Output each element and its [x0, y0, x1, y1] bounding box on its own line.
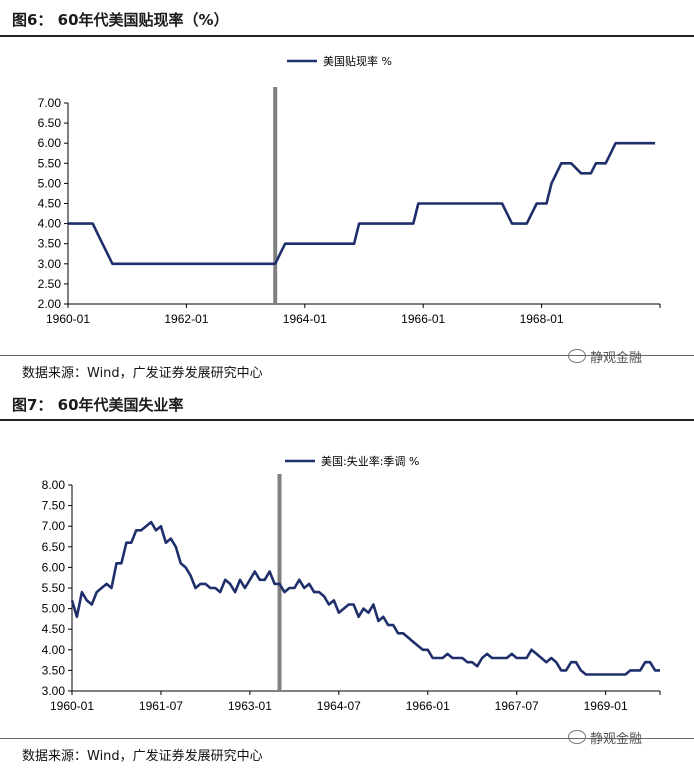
- series-line: [68, 141, 656, 266]
- y-tick-label: 3.00: [42, 684, 66, 698]
- x-tick-label: 1968-01: [520, 312, 564, 326]
- figure-7-source-rule: [0, 738, 694, 739]
- wechat-icon: [568, 349, 586, 363]
- y-tick-label: 4.50: [42, 622, 66, 636]
- figure-6-title: 图6： 60年代美国贴现率（%）: [12, 11, 229, 29]
- series-line: [70, 520, 660, 676]
- wechat-icon: [568, 730, 586, 744]
- y-tick-label: 3.00: [38, 257, 62, 271]
- y-tick-label: 5.00: [38, 176, 62, 190]
- x-tick-label: 1962-01: [164, 312, 208, 326]
- legend-label: 美国贴现率 %: [323, 54, 392, 68]
- y-tick-label: 3.50: [38, 237, 62, 251]
- y-tick-label: 6.50: [38, 116, 62, 130]
- y-tick-label: 4.50: [38, 197, 62, 211]
- x-tick-label: 1966-01: [401, 312, 445, 326]
- figure-6-watermark-text: 静观金融: [590, 351, 643, 366]
- x-tick-label: 1967-07: [495, 699, 539, 713]
- legend-label: 美国:失业率:季调 %: [321, 454, 419, 468]
- y-tick-label: 7.00: [38, 96, 62, 110]
- y-tick-label: 6.00: [38, 136, 62, 150]
- x-tick-label: 1961-07: [139, 699, 183, 713]
- x-tick-label: 1964-01: [283, 312, 327, 326]
- chart-unemployment-rate: 3.00 3.50 4.00 4.50 5.00 5.50 6.00 6.50 7.00 7.50…: [42, 454, 661, 713]
- figure-7-watermark-text: 静观金融: [590, 732, 643, 747]
- x-tick-label: 1963-01: [228, 699, 272, 713]
- y-tick-label: 8.00: [42, 478, 66, 492]
- y-tick-label: 5.00: [42, 602, 66, 616]
- x-tick-label: 1960-01: [50, 699, 94, 713]
- y-tick-label: 3.50: [42, 663, 66, 677]
- y-tick-label: 4.00: [38, 217, 62, 231]
- y-tick-label: 7.00: [42, 519, 66, 533]
- y-tick-label: 5.50: [42, 581, 66, 595]
- figure-6-source: 数据来源：Wind，广发证券发展研究中心: [22, 366, 263, 381]
- figure-7-source: 数据来源：Wind，广发证券发展研究中心: [22, 749, 263, 764]
- x-tick-label: 1964-07: [317, 699, 361, 713]
- y-tick-label: 4.00: [42, 643, 66, 657]
- y-tick-label: 7.50: [42, 499, 66, 513]
- y-tick-label: 2.50: [38, 277, 62, 291]
- y-tick-label: 2.00: [38, 297, 62, 311]
- figure-7-title: 图7： 60年代美国失业率: [12, 396, 184, 414]
- x-tick-label: 1960-01: [46, 312, 90, 326]
- figure-6-watermark: 静观金融: [568, 347, 642, 366]
- y-tick-label: 6.00: [42, 560, 66, 574]
- y-tick-label: 6.50: [42, 540, 66, 554]
- figure-6-source-rule: [0, 355, 694, 356]
- figure-6-title-rule: [0, 35, 694, 37]
- y-tick-label: 5.50: [38, 156, 62, 170]
- chart-discount-rate: 2.00 2.50 3.00 3.50 4.00 4.50 5.00 5.50 6.00 6.50…: [38, 54, 661, 326]
- figure-7-title-rule: [0, 419, 694, 421]
- figure-7-watermark: 静观金融: [568, 728, 642, 747]
- x-tick-label: 1966-01: [406, 699, 450, 713]
- x-tick-label: 1969-01: [584, 699, 628, 713]
